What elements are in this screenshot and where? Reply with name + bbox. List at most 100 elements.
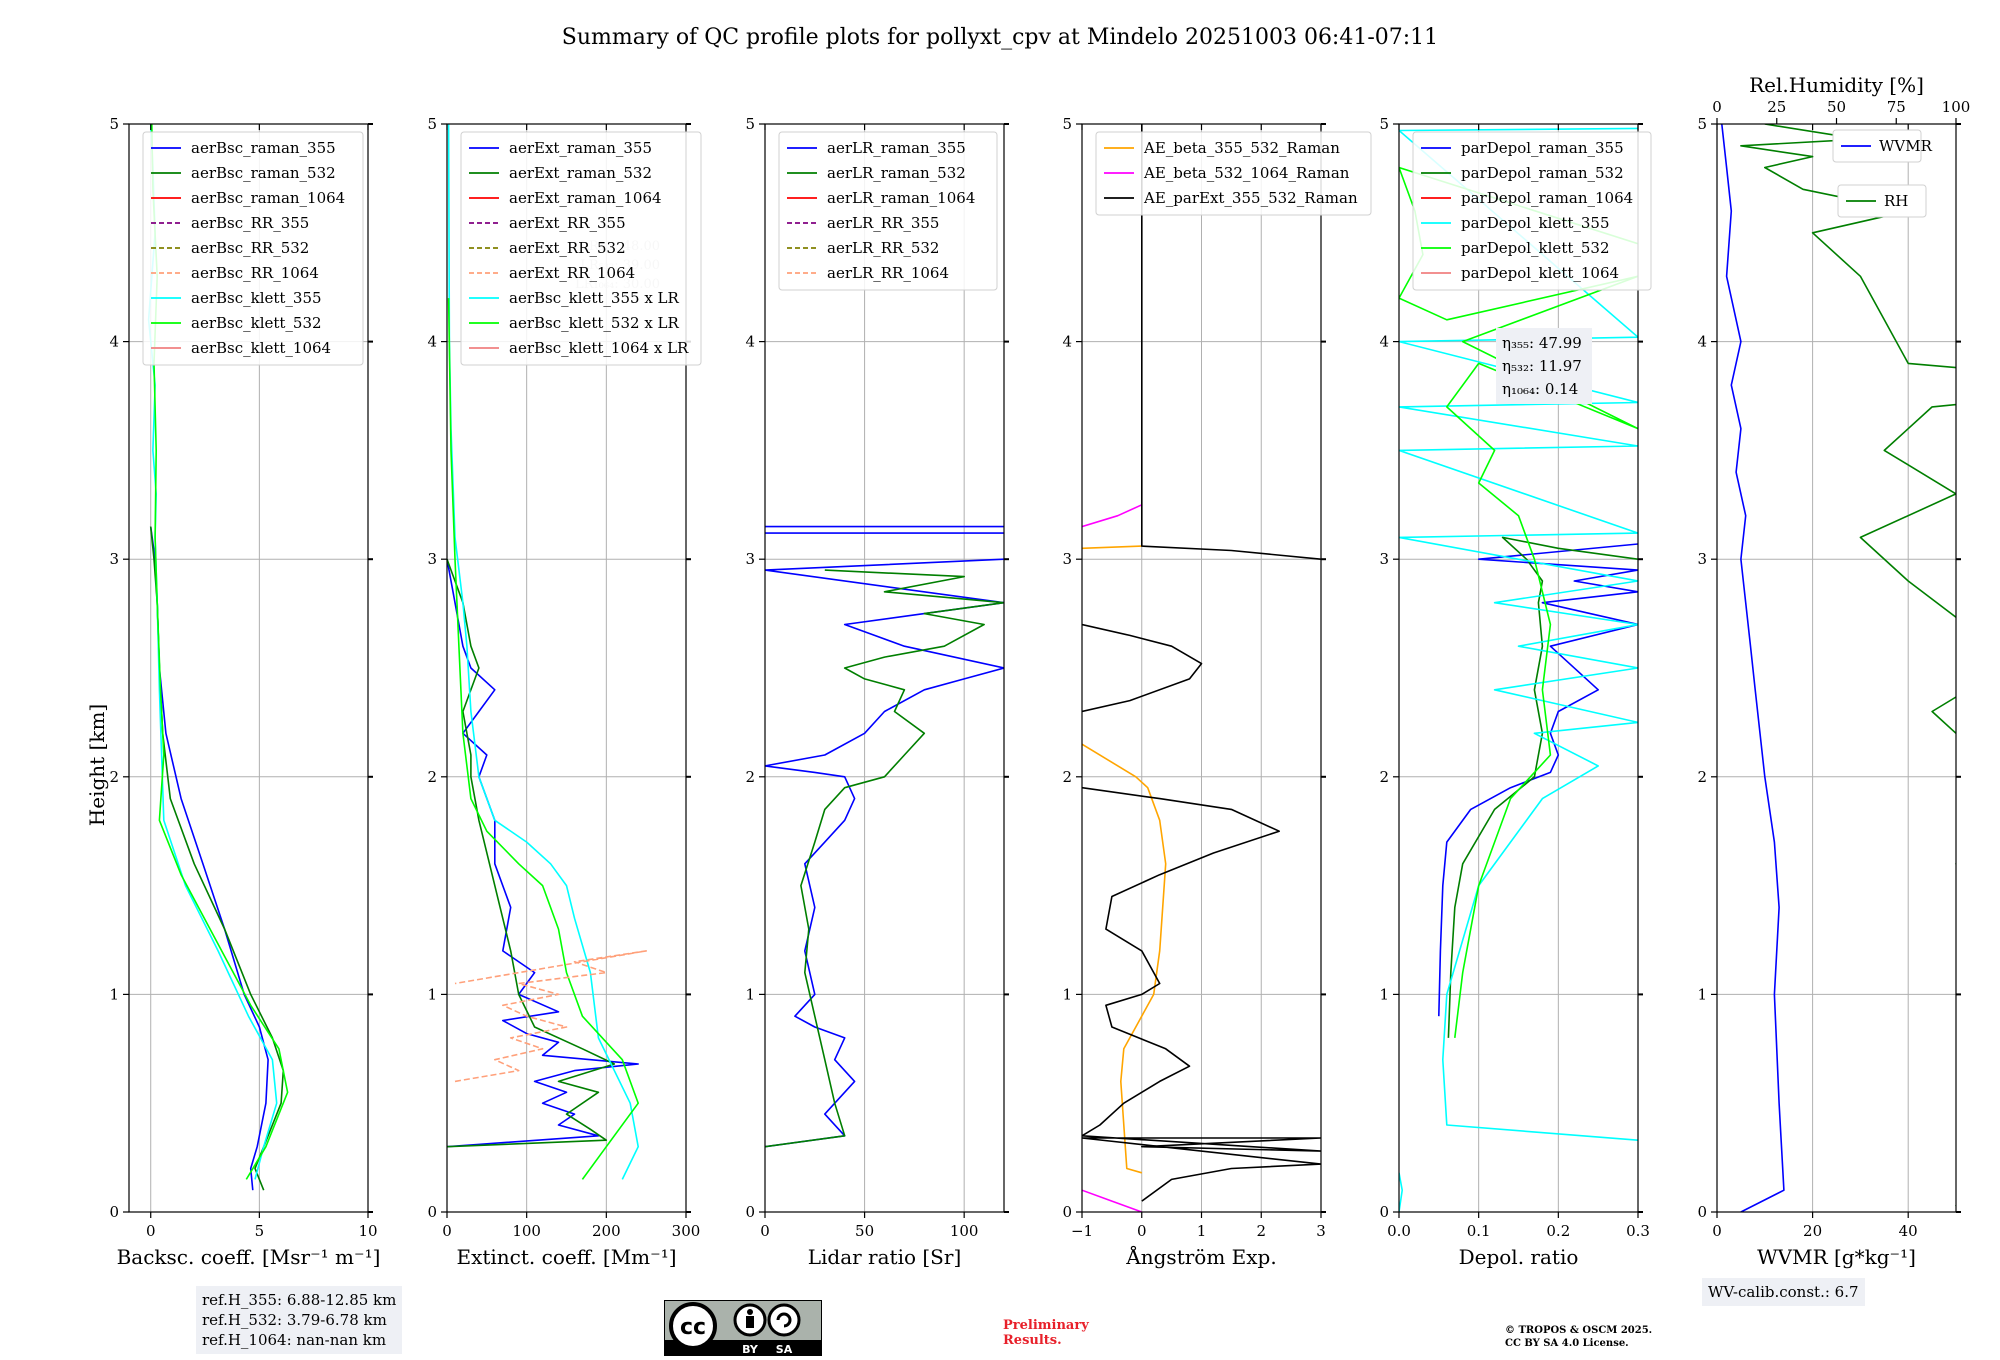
ref-height-532: ref.H_532: 3.79-6.78 km — [202, 1311, 387, 1329]
y-axis-label: Height [km] — [85, 704, 109, 826]
series-aerlr-raman-355 — [765, 558, 1004, 1148]
legend-label-ext-2: aerExt_raman_1064 — [509, 189, 662, 207]
legend-label-depol-1: parDepol_raman_532 — [1461, 164, 1624, 182]
series-aerext-raman-532 — [447, 558, 616, 1148]
top-xtick-label-wv-3: 75 — [1887, 98, 1906, 116]
cc-sa-text: SA — [776, 1343, 793, 1356]
panel-wv: 0 20 40 0 1 2 3 4 5 WVMR [g*kg⁻¹] 0 25 50 75 100 Rel.Hu… — [1697, 73, 1970, 1269]
xtick-label-lr-1: 50 — [855, 1222, 874, 1240]
legend-label-bsc-4: aerBsc_RR_532 — [191, 239, 309, 257]
ytick-label-ae-3: 3 — [1062, 550, 1072, 568]
preliminary-line-2: Results. — [1003, 1333, 1062, 1348]
xtick-label-ext-1: 100 — [512, 1222, 541, 1240]
x-axis-label-bsc: Backsc. coeff. [Msr⁻¹ m⁻¹] — [117, 1245, 381, 1269]
series-group-ext — [447, 124, 648, 1180]
xtick-label-ext-2: 200 — [592, 1222, 621, 1240]
series-aerbsc-raman-355 — [149, 526, 269, 1191]
legend-label-lr-2: aerLR_raman_1064 — [827, 189, 975, 207]
series-pardepol-raman-532 — [1447, 536, 1638, 1038]
series-pardepol-klett-532 — [1399, 166, 1638, 1038]
panel-bsc: 0 5 10 0 1 2 3 4 5 Backsc. coeff. [Msr⁻¹ m⁻¹] aerB… — [109, 115, 380, 1269]
legend-label-bsc-7: aerBsc_klett_532 — [191, 314, 322, 332]
series-ae-beta-532-1064-raman — [1082, 1189, 1143, 1212]
top-xtick-label-wv-2: 50 — [1827, 98, 1846, 116]
xtick-label-bsc-0: 0 — [146, 1222, 156, 1240]
ytick-label-ext-4: 4 — [427, 333, 437, 351]
legend-label-ae-1: AE_beta_532_1064_Raman — [1143, 164, 1350, 182]
xtick-label-ae-4: 3 — [1316, 1222, 1326, 1240]
legend-label-ae-2: AE_parExt_355_532_Raman — [1143, 189, 1358, 207]
legend-label-ext-4: aerExt_RR_532 — [509, 239, 626, 257]
ytick-label-ae-1: 1 — [1062, 985, 1072, 1003]
eta-line-0: η₃₅₅: 47.99 — [1502, 334, 1582, 352]
legend-label-depol-4: parDepol_klett_532 — [1461, 239, 1610, 257]
copyright-line-2: CC BY SA 4.0 License. — [1505, 1338, 1629, 1349]
ytick-label-ae-2: 2 — [1062, 768, 1072, 786]
series-ae-beta-355-532-raman — [1082, 743, 1167, 1174]
top-x-axis-label-wv: Rel.Humidity [%] — [1749, 73, 1924, 97]
ytick-label-lr-1: 1 — [745, 985, 755, 1003]
ytick-label-depol-5: 5 — [1379, 115, 1389, 133]
xtick-label-bsc-2: 10 — [358, 1222, 377, 1240]
ytick-label-ae-0: 0 — [1062, 1203, 1072, 1221]
ytick-label-depol-0: 0 — [1379, 1203, 1389, 1221]
ytick-label-depol-4: 4 — [1379, 333, 1389, 351]
ytick-label-wv-3: 3 — [1697, 550, 1707, 568]
legend-label-lr-1: aerLR_raman_532 — [827, 164, 966, 182]
series-group-wv — [1721, 124, 1956, 1212]
xtick-label-depol-0: 0.0 — [1387, 1222, 1411, 1240]
series-ae-parext-355-532-raman — [1082, 786, 1321, 1202]
legend-ext: aerExt_raman_355 aerExt_raman_532 aerExt_r… — [460, 131, 702, 366]
legend-label-lr-4: aerLR_RR_532 — [827, 239, 939, 257]
legend-ae: AE_beta_355_532_Raman AE_beta_532_1064_Ra… — [1095, 131, 1372, 216]
series-aerext-raman-355 — [447, 559, 640, 1148]
xtick-label-bsc-1: 5 — [255, 1222, 265, 1240]
ytick-label-wv-1: 1 — [1697, 985, 1707, 1003]
ytick-label-depol-1: 1 — [1379, 985, 1389, 1003]
axes-frame-lr — [764, 123, 1005, 1213]
legend-lr: aerLR_raman_355 aerLR_raman_532 aerLR_rama… — [778, 131, 998, 291]
legend-label-ext-5: aerExt_RR_1064 — [509, 264, 635, 282]
ytick-label-lr-4: 4 — [745, 333, 755, 351]
xtick-label-depol-3: 0.3 — [1626, 1222, 1650, 1240]
eta-line-1: η₅₃₂: 11.97 — [1502, 357, 1582, 375]
ytick-label-ae-5: 5 — [1062, 115, 1072, 133]
ytick-label-bsc-5: 5 — [109, 115, 119, 133]
x-axis-label-lr: Lidar ratio [Sr] — [808, 1245, 962, 1269]
legend-label-ext-0: aerExt_raman_355 — [509, 139, 652, 157]
legend-box-ae — [1095, 131, 1372, 216]
x-axis-label-wv: WVMR [g*kg⁻¹] — [1757, 1245, 1916, 1269]
legend-wv: WVMR RH — [1832, 129, 1933, 218]
ytick-label-lr-3: 3 — [745, 550, 755, 568]
legend-label-ext-6: aerBsc_klett_355 x LR — [509, 289, 680, 307]
ref-height-355: ref.H_355: 6.88-12.85 km — [202, 1291, 397, 1309]
series-aerbsc-raman-532 — [149, 526, 285, 1191]
figure-title: Summary of QC profile plots for pollyxt_… — [562, 25, 1438, 50]
eta-line-2: η₁₀₆₄: 0.14 — [1502, 380, 1578, 398]
legend-label-depol-5: parDepol_klett_1064 — [1461, 264, 1619, 282]
cc-text: cc — [680, 1315, 706, 1340]
reference-height-box: ref.H_355: 6.88-12.85 km ref.H_532: 3.79… — [196, 1286, 403, 1354]
legend-depol: parDepol_raman_355 parDepol_raman_532 parD… — [1412, 131, 1652, 291]
series-aerlr-raman-532 — [765, 569, 1004, 1148]
series-aerbsc-klett-532-x-lr — [447, 298, 640, 1180]
ytick-label-lr-2: 2 — [745, 768, 755, 786]
series-aerbsc-klett-355-x-lr — [447, 124, 640, 1180]
ytick-label-depol-2: 2 — [1379, 768, 1389, 786]
x-axis-label-depol: Depol. ratio — [1459, 1245, 1579, 1269]
legend-label-bsc-3: aerBsc_RR_355 — [191, 214, 309, 232]
ytick-label-ext-3: 3 — [427, 550, 437, 568]
series-group-lr — [765, 525, 1004, 1148]
wv-calibration-box: WV-calib.const.: 6.7 — [1702, 1278, 1865, 1306]
legend-label-lr-5: aerLR_RR_1064 — [827, 264, 949, 282]
xtick-label-ext-3: 300 — [672, 1222, 701, 1240]
ytick-label-bsc-3: 3 — [109, 550, 119, 568]
axes-frame-ext — [446, 123, 687, 1213]
legend-label-depol-0: parDepol_raman_355 — [1461, 139, 1624, 157]
ref-height-1064: ref.H_1064: nan-nan km — [202, 1331, 387, 1349]
legend-box-depol — [1412, 131, 1652, 291]
